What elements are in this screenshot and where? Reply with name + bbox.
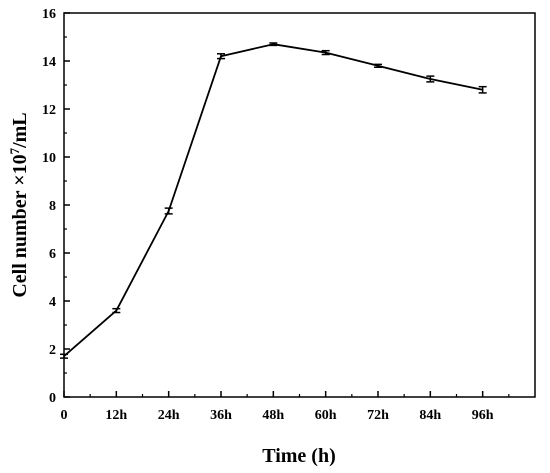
y-axis-title: Cell number ×107/mL xyxy=(7,112,32,297)
y-tick-label: 10 xyxy=(42,151,56,166)
x-tick-label: 48h xyxy=(262,408,284,423)
x-tick-label: 84h xyxy=(419,408,441,423)
x-tick-label: 0 xyxy=(61,408,68,423)
y-tick-label: 0 xyxy=(49,391,56,406)
x-tick-label: 72h xyxy=(367,408,389,423)
data-series xyxy=(60,42,487,359)
y-axis-title-superscript: 7 xyxy=(7,147,22,154)
series-line xyxy=(63,43,483,357)
y-tick-label: 6 xyxy=(49,247,56,262)
x-axis-title: Time (h) xyxy=(262,445,336,467)
y-tick-label: 2 xyxy=(49,343,56,358)
y-tick-label: 4 xyxy=(49,295,56,310)
x-tick-label: 60h xyxy=(315,408,337,423)
y-tick-label: 8 xyxy=(49,199,56,214)
y-tick-label: 16 xyxy=(42,7,56,22)
y-tick-label: 14 xyxy=(42,55,56,70)
y-axis-title-main: Cell number ×10 xyxy=(9,154,31,297)
y-tick-label: 12 xyxy=(42,103,56,118)
x-tick-label: 96h xyxy=(472,408,494,423)
y-axis-title-unit: /mL xyxy=(9,112,31,149)
plot-frame xyxy=(63,12,536,398)
x-tick-label: 24h xyxy=(158,408,180,423)
y-axis: 0 2 4 6 8 10 12 14 16 xyxy=(42,7,70,406)
x-axis: 0 12h 24h 36h 48h 60h 72h 84h 96h xyxy=(61,391,510,423)
x-tick-label: 36h xyxy=(210,408,232,423)
x-tick-label: 12h xyxy=(105,408,127,423)
